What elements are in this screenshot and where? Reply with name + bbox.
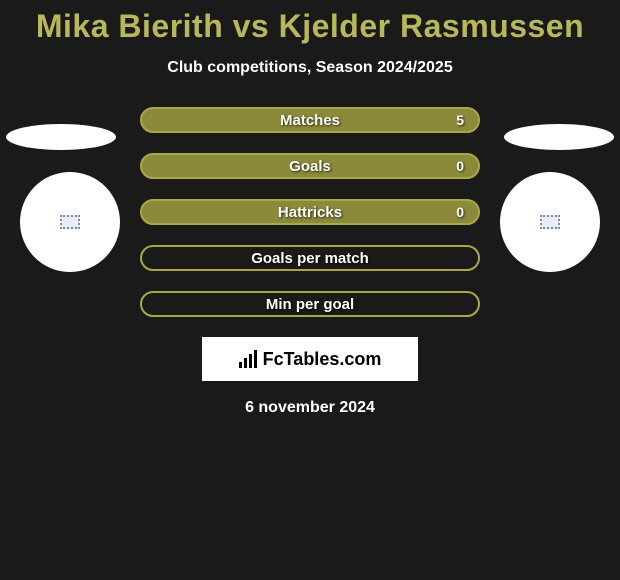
footer-date: 6 november 2024 [0,399,620,417]
stat-row-hattricks: Hattricks 0 [140,199,480,225]
stat-row-goals-per-match: Goals per match [140,245,480,271]
stat-label: Min per goal [266,296,354,313]
vs-text: vs [233,8,270,44]
stat-row-goals: Goals 0 [140,153,480,179]
main-container: Mika Bierith vs Kjelder Rasmussen Club c… [0,0,620,417]
page-title: Mika Bierith vs Kjelder Rasmussen [0,8,620,45]
stat-row-min-per-goal: Min per goal [140,291,480,317]
subtitle: Club competitions, Season 2024/2025 [0,59,620,77]
left-badge-placeholder-icon [60,215,80,229]
player2-name: Kjelder Rasmussen [279,8,585,44]
stat-row-matches: Matches 5 [140,107,480,133]
stat-label: Hattricks [278,204,342,221]
logo: FcTables.com [239,349,382,370]
stat-label: Goals per match [251,250,369,267]
left-badge-circle [20,172,120,272]
right-ellipse [504,124,614,150]
left-ellipse [6,124,116,150]
stat-value: 0 [456,158,464,174]
player1-name: Mika Bierith [36,8,223,44]
logo-box: FcTables.com [202,337,418,381]
right-badge-circle [500,172,600,272]
right-badge-placeholder-icon [540,215,560,229]
logo-chart-icon [239,350,257,368]
stat-value: 5 [456,112,464,128]
stats-list: Matches 5 Goals 0 Hattricks 0 Goals per … [140,107,480,317]
stat-label: Goals [289,158,331,175]
logo-text: FcTables.com [263,349,382,370]
stat-label: Matches [280,112,340,129]
stat-value: 0 [456,204,464,220]
